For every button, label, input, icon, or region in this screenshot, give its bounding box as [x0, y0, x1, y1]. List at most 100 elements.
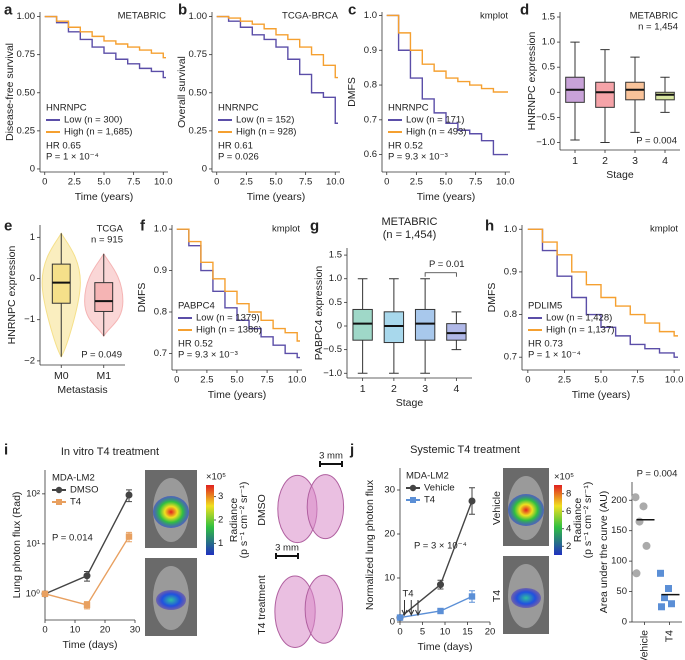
- x-tick-label: 0: [42, 625, 47, 636]
- y-tick-label: 0.6: [364, 149, 377, 160]
- x-tick-label: 7.5: [469, 177, 482, 188]
- y-axis-label: Lung photon flux (Rad): [11, 492, 23, 599]
- y-tick-label: 0.5: [329, 297, 342, 308]
- x-axis-label: Time (days): [417, 641, 472, 653]
- y-tick-label: 0.9: [364, 45, 377, 56]
- x-tick-label: 0: [42, 177, 47, 188]
- x-axis-label: Time (years): [572, 389, 631, 401]
- whisker: [630, 56, 640, 133]
- whisker: [389, 278, 399, 374]
- panel-title: METABRIC: [381, 216, 437, 228]
- corner-label: kmplot: [650, 224, 678, 235]
- y-tick-label: 0.5: [542, 62, 555, 73]
- x-tick-label: 10.0: [665, 375, 684, 386]
- x-tick-label: 3: [422, 383, 428, 395]
- x-tick-label: 3: [632, 155, 638, 167]
- survival-curve: [176, 228, 300, 342]
- x-tick-label: 10.0: [154, 177, 173, 188]
- annotation: P = 9.3 × 10⁻³: [388, 152, 448, 163]
- lung-section: [304, 574, 344, 644]
- x-axis-label: Time (years): [247, 191, 306, 203]
- signal: [511, 588, 541, 608]
- signal: [156, 590, 186, 610]
- x-tick-label: 1: [572, 155, 578, 167]
- y-axis-label: PABPC4 expression: [313, 266, 325, 361]
- x-axis-label: Stage: [606, 169, 634, 181]
- arrow-label: T4: [403, 589, 414, 600]
- panel-letter: h: [485, 218, 494, 235]
- legend-title: HNRNPC: [46, 103, 87, 114]
- x-tick-label: 5.0: [230, 375, 243, 386]
- annotation: P = 0.004: [637, 469, 678, 480]
- corner-label: kmplot: [480, 11, 508, 22]
- colorbar-multiplier: ×10⁵: [554, 472, 574, 483]
- legend-label: Low (n = 300): [64, 115, 122, 126]
- legend-marker: [410, 497, 416, 503]
- y-tick-label: 30: [384, 485, 395, 496]
- y-tick-label: 0.8: [504, 309, 517, 320]
- x-tick-label: 4: [453, 383, 459, 395]
- panel-letter: d: [520, 2, 529, 19]
- point: [668, 600, 675, 608]
- treatment-arrow: [415, 600, 421, 617]
- annotation: P = 0.004: [636, 136, 677, 147]
- colorbar: [206, 485, 214, 555]
- point: [642, 541, 651, 550]
- y-tick-label: 1.0: [329, 273, 342, 284]
- x-tick-label: 10: [440, 627, 451, 638]
- legend-marker: [409, 484, 417, 492]
- y-axis-label: Normalized lung photon flux: [364, 479, 376, 610]
- colorbar-tick-label: 1: [218, 538, 223, 549]
- point: [665, 585, 672, 593]
- y-tick-label: 0.8: [154, 307, 167, 318]
- y-tick-label: 0: [30, 163, 35, 174]
- x-tick-label: 0: [384, 177, 389, 188]
- panel-letter: i: [4, 442, 8, 459]
- panel-letter: b: [178, 2, 187, 19]
- x-tick-label: M0: [54, 370, 69, 382]
- y-tick-label: 10⁰: [26, 588, 41, 599]
- x-tick-label: 1: [360, 383, 366, 395]
- x-tick-label: 2: [602, 155, 608, 167]
- y-tick-label: 0.25: [17, 125, 36, 136]
- legend-label: High (n = 493): [406, 127, 466, 138]
- x-tick-label: 0: [397, 627, 402, 638]
- legend-marker: [55, 486, 63, 494]
- y-tick-label: −1.0: [323, 368, 342, 379]
- point: [396, 614, 404, 621]
- y-axis-label: DMFS: [136, 283, 148, 313]
- legend-label: High (n = 1,685): [64, 127, 132, 138]
- survival-curve: [44, 15, 166, 59]
- colorbar-tick-label: 2: [566, 541, 571, 552]
- point: [437, 607, 444, 615]
- colorbar-tick-label: 2: [218, 515, 223, 526]
- whisker: [357, 278, 368, 374]
- x-tick-label: 5: [420, 627, 425, 638]
- image-label: T4 treatment: [256, 575, 268, 635]
- y-tick-label: 10: [384, 573, 395, 584]
- y-tick-label: −2: [24, 355, 35, 366]
- point: [41, 590, 49, 598]
- bracket-label: P = 0.01: [429, 259, 464, 270]
- legend-label: Vehicle: [424, 483, 455, 494]
- legend-title: HNRNPC: [388, 103, 429, 114]
- y-tick-label: 0.50: [189, 87, 208, 98]
- legend-title: MDA-LM2: [52, 473, 95, 484]
- x-tick-label: 2.5: [558, 375, 571, 386]
- colorbar-tick-label: 8: [566, 488, 571, 499]
- annotation: P = 1 × 10⁻⁴: [46, 152, 99, 163]
- annotation: P = 3 × 10⁻⁴: [414, 541, 467, 552]
- lung-section: [306, 474, 345, 540]
- corner-label: METABRIC: [630, 11, 679, 22]
- x-tick-label: 5.0: [439, 177, 452, 188]
- point: [83, 572, 91, 580]
- point: [437, 581, 444, 589]
- y-tick-label: 0: [390, 617, 395, 628]
- point: [639, 502, 648, 511]
- x-tick-label: 15: [462, 627, 473, 638]
- legend-title: PABPC4: [178, 301, 215, 312]
- annotation: P = 9.3 × 10⁻³: [178, 350, 238, 361]
- point: [125, 491, 133, 499]
- y-axis-label: Disease-free survival: [4, 43, 16, 141]
